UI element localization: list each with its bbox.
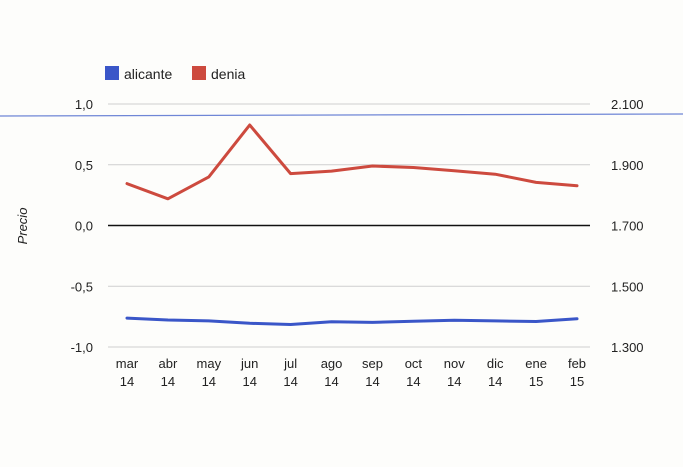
legend: alicante denia <box>105 66 245 82</box>
left-tick-label: 0,0 <box>75 219 93 234</box>
left-axis-ticks: 1,0 0,5 0,0 -0,5 -1,0 <box>71 97 93 355</box>
gridlines <box>108 103 590 348</box>
right-tick-label: 1.500 <box>611 279 644 294</box>
top-border-line <box>0 113 683 117</box>
right-tick-label: 1.300 <box>611 340 644 355</box>
legend-swatch-alicante <box>105 66 119 80</box>
legend-label-denia: denia <box>211 66 245 82</box>
y-axis-label: Precio <box>15 208 30 245</box>
x-tick-label-month: oct <box>405 356 423 371</box>
x-tick-label-year: 14 <box>324 374 338 389</box>
x-tick-label-year: 14 <box>161 374 175 389</box>
x-tick-label-month: sep <box>362 356 383 371</box>
series-line-alicante <box>125 316 579 326</box>
series-line-denia <box>125 123 579 201</box>
x-tick-label-year: 14 <box>365 374 379 389</box>
x-axis-ticks: mar 14 abr 14 may 14 jun 14 jul 14 ago 14 sep 14 oct 14… <box>116 356 586 389</box>
x-tick-label-month: jun <box>240 356 258 371</box>
x-tick-label-month: nov <box>444 356 465 371</box>
x-tick-label-year: 14 <box>406 374 420 389</box>
left-tick-label: 0,5 <box>75 158 93 173</box>
x-tick-label-month: dic <box>487 356 504 371</box>
x-tick-label-month: feb <box>568 356 586 371</box>
left-tick-label: -0,5 <box>71 279 93 294</box>
x-tick-label-year: 14 <box>202 374 216 389</box>
right-tick-label: 1.900 <box>611 158 644 173</box>
right-tick-label: 1.700 <box>611 219 644 234</box>
left-tick-label: -1,0 <box>71 340 93 355</box>
x-tick-label-month: mar <box>116 356 139 371</box>
right-axis-ticks: 2.100 1.900 1.700 1.500 1.300 <box>611 97 644 355</box>
right-tick-label: 2.100 <box>611 97 644 112</box>
x-tick-label-month: ene <box>525 356 547 371</box>
x-tick-label-month: may <box>197 356 222 371</box>
x-tick-label-year: 15 <box>570 374 584 389</box>
x-tick-label-year: 14 <box>283 374 297 389</box>
x-tick-label-month: ago <box>321 356 343 371</box>
x-tick-label-year: 14 <box>120 374 134 389</box>
x-tick-label-year: 14 <box>242 374 256 389</box>
left-tick-label: 1,0 <box>75 97 93 112</box>
x-tick-label-month: jul <box>283 356 297 371</box>
x-tick-label-month: abr <box>159 356 178 371</box>
x-tick-label-year: 15 <box>529 374 543 389</box>
x-tick-label-year: 14 <box>488 374 502 389</box>
series-lines <box>125 123 579 326</box>
legend-label-alicante: alicante <box>124 66 172 82</box>
legend-swatch-denia <box>192 66 206 80</box>
x-tick-label-year: 14 <box>447 374 461 389</box>
